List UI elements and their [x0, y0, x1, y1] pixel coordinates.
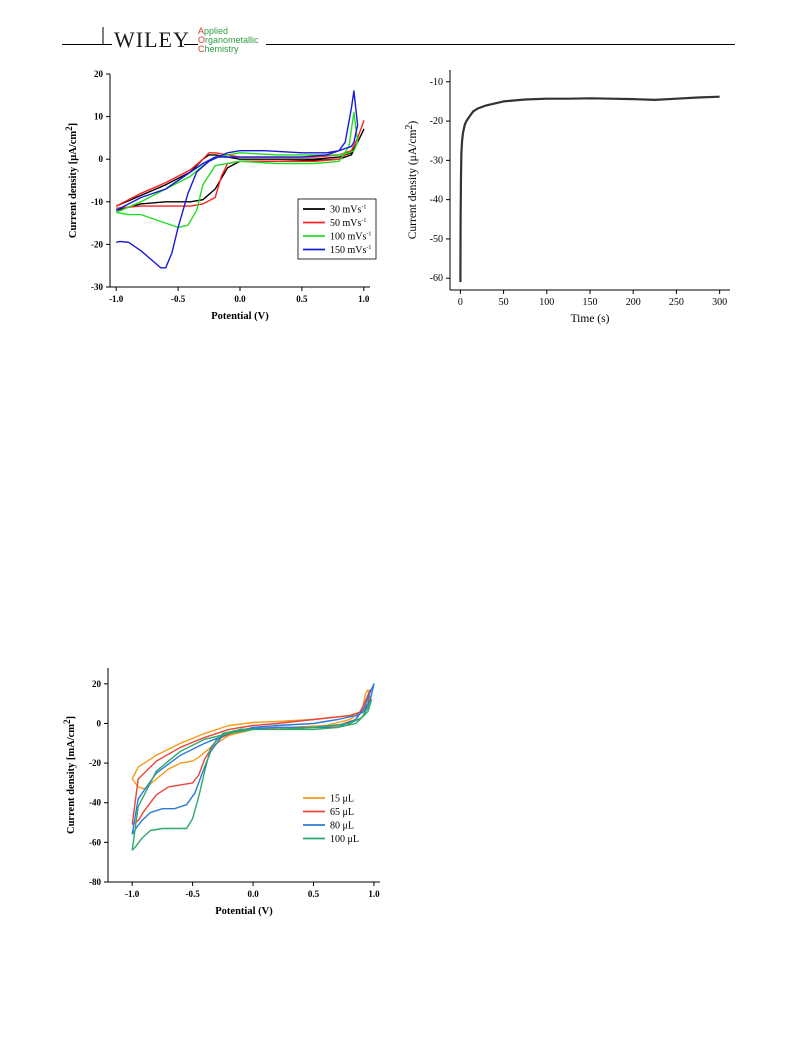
y-tick-label: 20: [92, 679, 102, 689]
chronoamperometry-chart: 0 50 100 150 200 250 300 -60 -50 -40 -30 -20 -10 Time…: [404, 70, 730, 325]
journal-line: Chemistry: [198, 44, 239, 54]
y-tick-label: -40: [89, 798, 101, 808]
series-line: [459, 95, 720, 283]
page-header: WILEY Applied Organometallic Chemistry: [0, 0, 793, 60]
x-tick-label: 0.0: [247, 889, 259, 899]
x-tick-label: 50: [499, 297, 509, 308]
legend-label: 30 mVs-1: [330, 205, 366, 216]
x-tick-label: 250: [669, 297, 684, 308]
x-tick-label: 200: [626, 297, 641, 308]
x-tick-label: 0: [458, 297, 463, 308]
y-tick-label: 0: [99, 154, 104, 164]
journal-name: Applied Organometallic Chemistry: [198, 27, 259, 54]
cv-volume-chart: -1.0 -0.5 0.0 0.5 1.0 -80 -60 -40 -20 0 20 Potentia…: [62, 668, 380, 917]
y-tick-label: -30: [91, 282, 103, 292]
x-tick-label: -0.5: [171, 294, 186, 304]
y-tick-label: -10: [430, 77, 443, 88]
y-tick-label: -20: [430, 116, 443, 127]
publisher-logo: WILEY: [114, 27, 190, 52]
legend-label: 65 μL: [330, 807, 354, 818]
legend-label: 15 μL: [330, 794, 354, 805]
series-line: [115, 90, 359, 269]
y-tick-label: -20: [89, 758, 101, 768]
x-tick-label: 0.0: [234, 294, 246, 304]
y-tick-label: -80: [89, 877, 101, 887]
y-tick-label: -60: [89, 837, 101, 847]
y-tick-label: 0: [97, 718, 102, 728]
x-axis-label: Time (s): [571, 313, 610, 325]
legend-label: 80 μL: [330, 821, 354, 832]
y-tick-label: -40: [430, 195, 443, 206]
legend-label: 100 mVs-1: [330, 232, 371, 243]
y-tick-label: -20: [91, 239, 103, 249]
x-tick-label: -1.0: [109, 294, 124, 304]
y-axis-label: Current density (μA/cm2): [404, 121, 419, 240]
x-axis-label: Potential (V): [211, 311, 269, 322]
legend-label: 150 mVs-1: [330, 245, 371, 256]
series-line: [131, 699, 373, 851]
x-tick-label: 0.5: [296, 294, 308, 304]
x-tick-label: 1.0: [358, 294, 370, 304]
x-tick-label: 0.5: [308, 889, 320, 899]
y-tick-label: -30: [430, 155, 443, 166]
y-tick-label: 20: [94, 69, 104, 79]
x-tick-label: 1.0: [368, 889, 380, 899]
y-axis-label: Current density [mA/cm2]: [62, 716, 77, 834]
x-tick-label: -0.5: [185, 889, 200, 899]
journal-line: Applied: [198, 26, 229, 36]
legend-label: 100 μL: [330, 834, 359, 845]
x-tick-label: 100: [539, 297, 554, 308]
y-tick-label: -10: [91, 197, 103, 207]
x-tick-label: 150: [583, 297, 598, 308]
cv-scan-rate-chart: -1.0 -0.5 0.0 0.5 1.0 -30 -20 -10 0 10 20 Potential…: [64, 69, 377, 322]
series-line: [115, 120, 365, 209]
x-tick-label: 300: [712, 297, 727, 308]
y-tick-label: -60: [430, 273, 443, 284]
header-rules: [62, 27, 735, 45]
journal-line: Organometallic: [198, 35, 259, 45]
y-tick-label: -50: [430, 234, 443, 245]
y-tick-label: 10: [94, 112, 104, 122]
series-line: [115, 111, 359, 229]
series-line: [131, 689, 371, 790]
legend-label: 50 mVs-1: [330, 218, 366, 229]
series-line: [115, 128, 365, 211]
x-axis-label: Potential (V): [215, 906, 273, 917]
y-axis-label: Current density [μA/cm2]: [64, 123, 79, 238]
x-tick-label: -1.0: [125, 889, 140, 899]
